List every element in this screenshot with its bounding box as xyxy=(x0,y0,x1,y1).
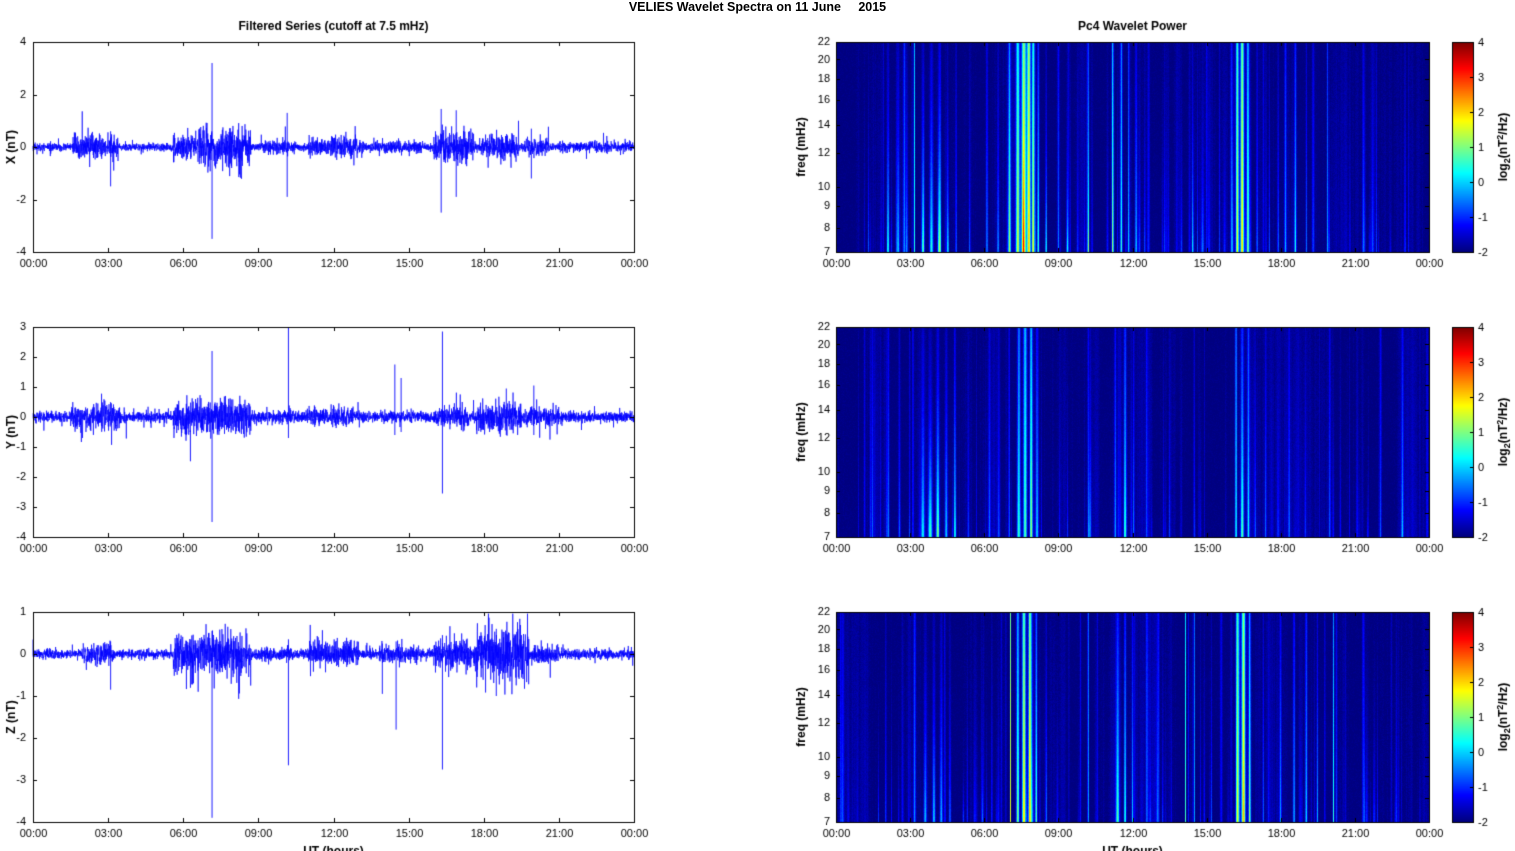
z-wavelet-power-panel xyxy=(760,570,1515,851)
z-filtered-series-panel xyxy=(0,570,760,851)
y-filtered-series-panel xyxy=(0,285,760,570)
x-wavelet-power-panel xyxy=(760,0,1515,285)
y-wavelet-power-panel xyxy=(760,285,1515,570)
figure-title: VELIES Wavelet Spectra on 11 June 2015 xyxy=(628,0,887,14)
x-filtered-series-panel xyxy=(0,0,760,285)
